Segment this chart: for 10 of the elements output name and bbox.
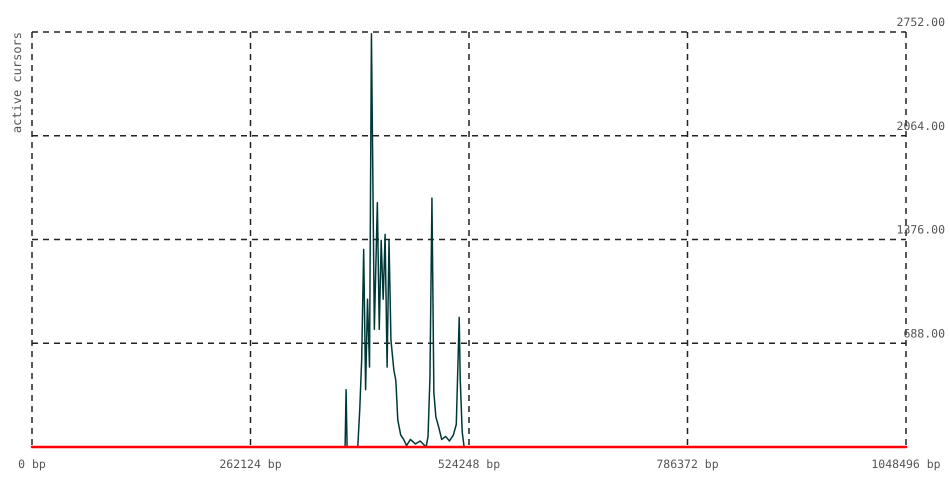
- x-tick-label: 1048496 bp: [871, 457, 941, 471]
- x-tick-label: 262124 bp: [219, 457, 282, 471]
- x-tick-label: 786372 bp: [656, 457, 719, 471]
- y-axis-title: active cursors: [10, 32, 24, 134]
- x-tick-label: 0 bp: [18, 457, 46, 471]
- y-tick-label: 688.00: [903, 326, 946, 340]
- y-tick-label: 1376.00: [896, 222, 946, 236]
- y-tick-label: 2064.00: [896, 118, 946, 133]
- y-tick-label: 2752.00: [896, 15, 946, 29]
- x-tick-label: 524248 bp: [438, 457, 500, 471]
